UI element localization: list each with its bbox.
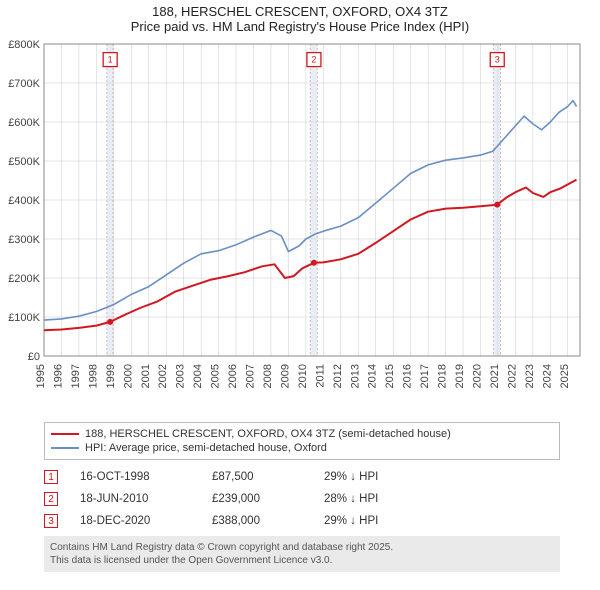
sale-marker-icon: 2 <box>44 492 58 506</box>
svg-text:1995: 1995 <box>35 364 47 388</box>
legend-label: HPI: Average price, semi-detached house,… <box>85 442 327 454</box>
svg-text:2023: 2023 <box>524 364 536 388</box>
svg-text:2000: 2000 <box>122 364 134 388</box>
sale-diff: 29% ↓ HPI <box>324 515 378 527</box>
svg-text:2025: 2025 <box>559 364 571 388</box>
title-subtitle: Price paid vs. HM Land Registry's House … <box>8 19 592 34</box>
svg-text:2006: 2006 <box>227 364 239 388</box>
svg-text:2021: 2021 <box>489 364 501 388</box>
svg-text:£800K: £800K <box>8 39 40 51</box>
table-row: 2 18-JUN-2010 £239,000 28% ↓ HPI <box>44 488 560 510</box>
legend: 188, HERSCHEL CRESCENT, OXFORD, OX4 3TZ … <box>44 422 560 460</box>
table-row: 3 18-DEC-2020 £388,000 29% ↓ HPI <box>44 510 560 532</box>
title-address: 188, HERSCHEL CRESCENT, OXFORD, OX4 3TZ <box>8 4 592 19</box>
svg-text:2005: 2005 <box>210 364 222 388</box>
svg-text:2004: 2004 <box>192 364 204 388</box>
svg-text:£100K: £100K <box>8 312 40 324</box>
svg-text:2013: 2013 <box>349 364 361 388</box>
chart-area: £0 £100K £200K £300K £400K £500K £600K £700K £80… <box>0 36 600 416</box>
footer-line2: This data is licensed under the Open Gov… <box>50 554 554 567</box>
sale-marker-icon: 3 <box>44 514 58 528</box>
svg-text:2018: 2018 <box>437 364 449 388</box>
svg-text:2012: 2012 <box>332 364 344 388</box>
svg-text:2008: 2008 <box>262 364 274 388</box>
sale-diff: 29% ↓ HPI <box>324 471 378 483</box>
svg-text:£0: £0 <box>28 351 40 363</box>
svg-text:2: 2 <box>311 55 316 65</box>
svg-text:2024: 2024 <box>541 364 553 388</box>
svg-text:2015: 2015 <box>384 364 396 388</box>
svg-text:2017: 2017 <box>419 364 431 388</box>
titles: 188, HERSCHEL CRESCENT, OXFORD, OX4 3TZ … <box>0 0 600 36</box>
chart-container: 188, HERSCHEL CRESCENT, OXFORD, OX4 3TZ … <box>0 0 600 572</box>
svg-text:2022: 2022 <box>506 364 518 388</box>
svg-text:2020: 2020 <box>471 364 483 388</box>
svg-text:2007: 2007 <box>245 364 257 388</box>
svg-text:£300K: £300K <box>8 234 40 246</box>
svg-text:1998: 1998 <box>87 364 99 388</box>
svg-text:2010: 2010 <box>297 364 309 388</box>
legend-item: 188, HERSCHEL CRESCENT, OXFORD, OX4 3TZ … <box>51 427 553 441</box>
svg-text:£200K: £200K <box>8 273 40 285</box>
svg-text:2002: 2002 <box>157 364 169 388</box>
svg-text:£500K: £500K <box>8 156 40 168</box>
svg-text:£600K: £600K <box>8 117 40 129</box>
svg-text:£700K: £700K <box>8 78 40 90</box>
svg-text:2019: 2019 <box>454 364 466 388</box>
svg-text:1997: 1997 <box>70 364 82 388</box>
legend-label: 188, HERSCHEL CRESCENT, OXFORD, OX4 3TZ … <box>85 428 451 440</box>
svg-text:1996: 1996 <box>52 364 64 388</box>
legend-item: HPI: Average price, semi-detached house,… <box>51 441 553 455</box>
legend-swatch <box>51 447 79 449</box>
svg-text:2014: 2014 <box>367 364 379 388</box>
svg-text:3: 3 <box>495 55 500 65</box>
footer-line1: Contains HM Land Registry data © Crown c… <box>50 541 554 554</box>
table-row: 1 16-OCT-1998 £87,500 29% ↓ HPI <box>44 466 560 488</box>
sales-table: 1 16-OCT-1998 £87,500 29% ↓ HPI 2 18-JUN… <box>44 466 560 532</box>
sale-date: 16-OCT-1998 <box>80 471 190 483</box>
chart-svg: £0 £100K £200K £300K £400K £500K £600K £700K £80… <box>0 36 600 416</box>
svg-text:2003: 2003 <box>175 364 187 388</box>
svg-text:2009: 2009 <box>279 364 291 388</box>
footer: Contains HM Land Registry data © Crown c… <box>44 536 560 572</box>
svg-text:1: 1 <box>108 55 113 65</box>
sale-price: £87,500 <box>212 471 302 483</box>
sale-date: 18-JUN-2010 <box>80 493 190 505</box>
svg-text:1999: 1999 <box>105 364 117 388</box>
sale-diff: 28% ↓ HPI <box>324 493 378 505</box>
svg-text:2001: 2001 <box>140 364 152 388</box>
legend-swatch <box>51 433 79 435</box>
sale-marker-icon: 1 <box>44 470 58 484</box>
sale-price: £239,000 <box>212 493 302 505</box>
sale-date: 18-DEC-2020 <box>80 515 190 527</box>
svg-text:2016: 2016 <box>402 364 414 388</box>
sale-price: £388,000 <box>212 515 302 527</box>
svg-text:2011: 2011 <box>314 364 326 388</box>
svg-text:£400K: £400K <box>8 195 40 207</box>
